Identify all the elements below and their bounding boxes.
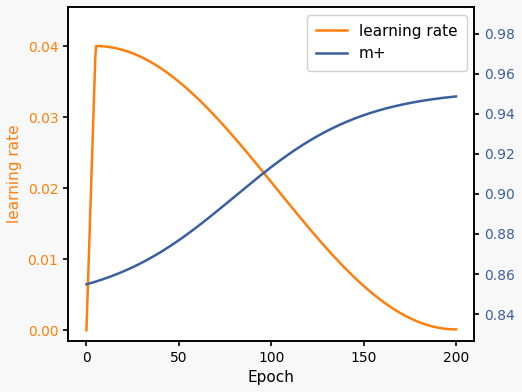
Line: learning rate: learning rate: [87, 46, 456, 330]
learning rate: [453, 327, 459, 332]
learning rate: [93, 44, 99, 48]
learning rate: [304, 223, 310, 228]
learning rate: [84, 328, 90, 332]
learning rate: [445, 327, 451, 331]
X-axis label: Epoch: Epoch: [248, 370, 294, 385]
m+: [386, 105, 393, 110]
Line: m+: m+: [87, 96, 456, 284]
learning rate: [259, 169, 266, 174]
m+: [453, 94, 459, 99]
m+: [261, 170, 267, 175]
m+: [259, 172, 265, 177]
learning rate: [284, 199, 290, 204]
learning rate: [262, 172, 268, 177]
m+: [303, 140, 310, 145]
m+: [444, 95, 450, 100]
Legend: learning rate, m+: learning rate, m+: [307, 15, 467, 71]
m+: [84, 282, 90, 287]
Y-axis label: learning rate: learning rate: [7, 125, 22, 223]
learning rate: [387, 304, 393, 309]
m+: [283, 154, 290, 158]
